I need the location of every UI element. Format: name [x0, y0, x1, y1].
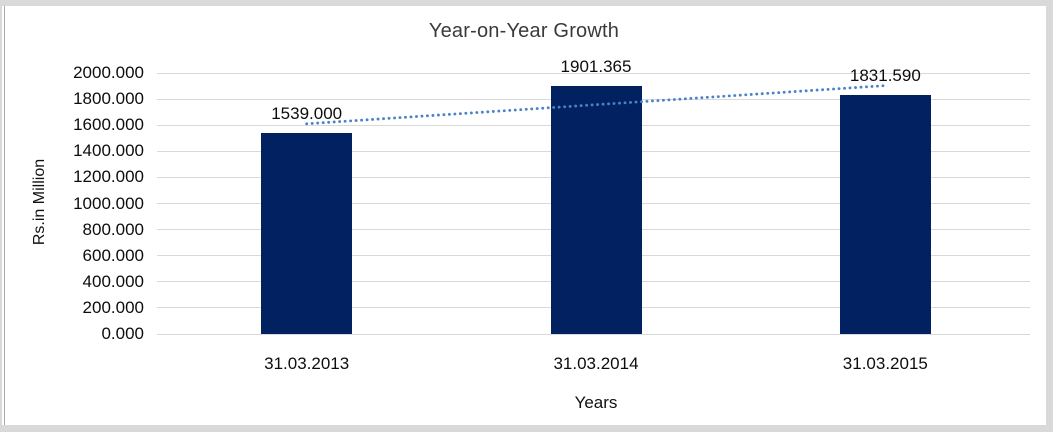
y-tick-label-3: 600.000 — [2, 246, 144, 266]
data-label-1: 1539.000 — [237, 104, 377, 124]
y-tick-label-1: 200.000 — [2, 298, 144, 318]
y-tick-label-10: 2000.000 — [2, 63, 144, 83]
bar-3 — [840, 95, 931, 334]
x-tick-label-3: 31.03.2015 — [805, 354, 965, 374]
y-tick-label-4: 800.000 — [2, 220, 144, 240]
y-tick-label-0: 0.000 — [2, 324, 144, 344]
bar-2 — [551, 86, 642, 334]
y-tick-label-2: 400.000 — [2, 272, 144, 292]
data-label-2: 1901.365 — [526, 57, 666, 77]
y-tick-label-6: 1200.000 — [2, 167, 144, 187]
chart-title: Year-on-Year Growth — [2, 20, 1046, 43]
y-tick-label-9: 1800.000 — [2, 89, 144, 109]
x-tick-label-1: 31.03.2013 — [227, 354, 387, 374]
x-tick-label-2: 31.03.2014 — [516, 354, 676, 374]
x-axis-title: Years — [575, 393, 618, 413]
bar-1 — [261, 133, 352, 334]
data-label-3: 1831.590 — [815, 66, 955, 86]
y-tick-label-5: 1000.000 — [2, 194, 144, 214]
y-tick-label-8: 1600.000 — [2, 115, 144, 135]
y-tick-label-7: 1400.000 — [2, 141, 144, 161]
